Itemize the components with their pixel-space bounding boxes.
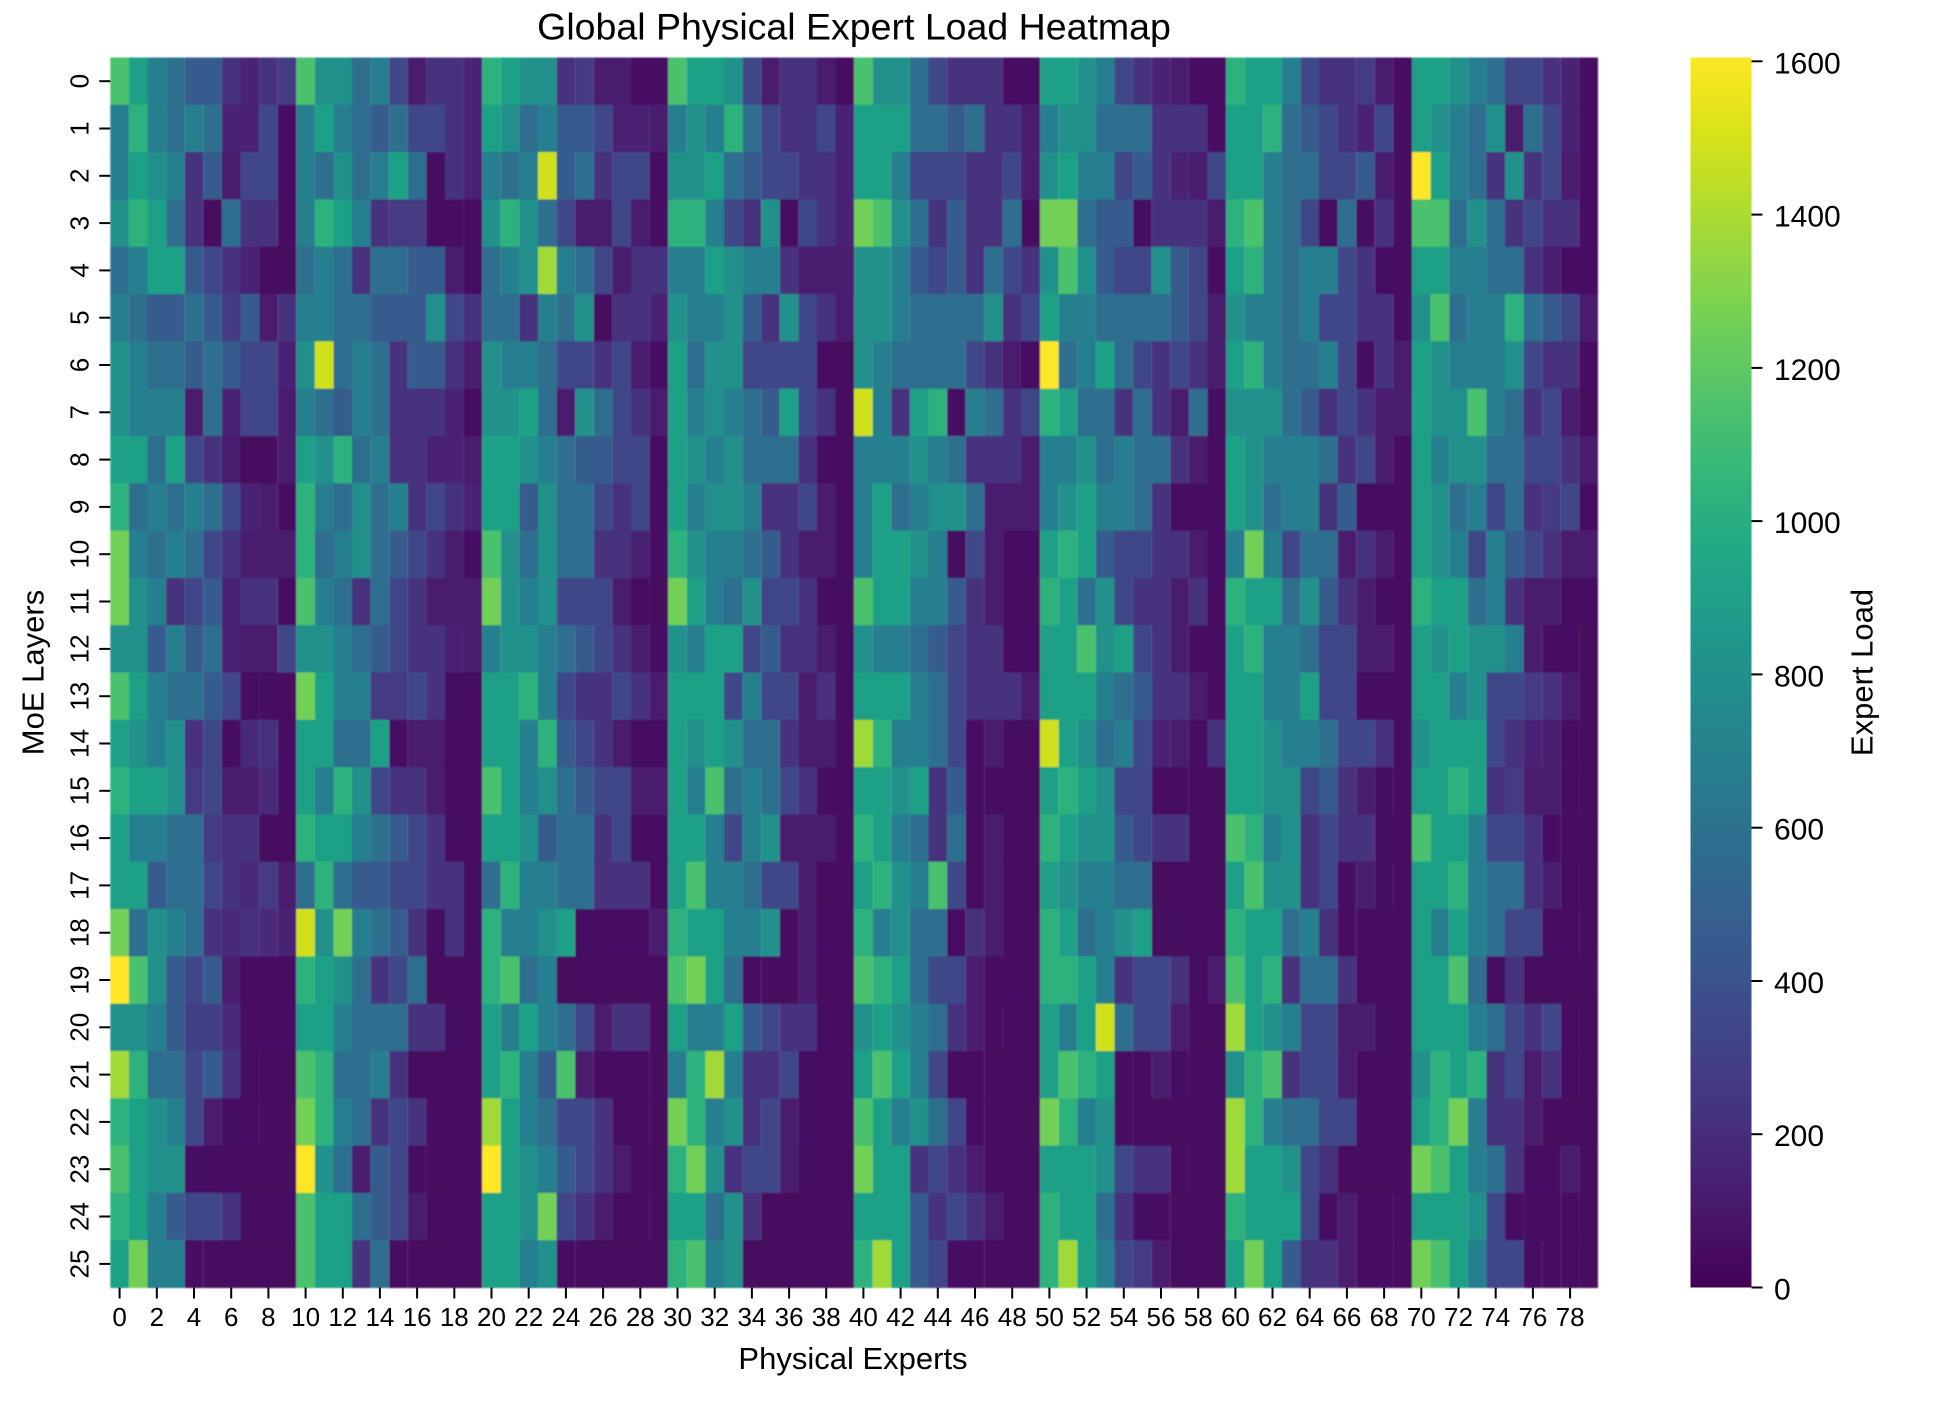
- svg-text:56: 56: [1147, 1302, 1176, 1332]
- svg-text:72: 72: [1444, 1302, 1473, 1332]
- svg-text:Physical Experts: Physical Experts: [738, 1341, 967, 1376]
- svg-text:16: 16: [403, 1302, 432, 1332]
- svg-text:11: 11: [65, 588, 95, 615]
- svg-text:16: 16: [65, 824, 95, 853]
- svg-text:2: 2: [150, 1302, 164, 1332]
- svg-text:12: 12: [65, 634, 95, 663]
- svg-text:62: 62: [1258, 1302, 1287, 1332]
- svg-text:600: 600: [1774, 814, 1824, 847]
- svg-text:10: 10: [291, 1302, 320, 1332]
- svg-text:20: 20: [477, 1302, 506, 1332]
- svg-text:8: 8: [65, 452, 95, 466]
- svg-text:4: 4: [187, 1302, 201, 1332]
- svg-text:17: 17: [65, 871, 95, 900]
- svg-text:0: 0: [1774, 1274, 1791, 1307]
- svg-text:66: 66: [1332, 1302, 1361, 1332]
- svg-text:8: 8: [261, 1302, 275, 1332]
- svg-text:23: 23: [65, 1155, 95, 1184]
- svg-text:70: 70: [1407, 1302, 1436, 1332]
- svg-text:13: 13: [65, 682, 95, 711]
- svg-text:1200: 1200: [1774, 354, 1841, 387]
- svg-text:36: 36: [775, 1302, 804, 1332]
- svg-text:1: 1: [65, 121, 95, 135]
- svg-text:28: 28: [626, 1302, 655, 1332]
- svg-text:60: 60: [1221, 1302, 1250, 1332]
- svg-text:22: 22: [514, 1302, 543, 1332]
- svg-text:34: 34: [737, 1302, 766, 1332]
- svg-text:0: 0: [112, 1302, 126, 1332]
- svg-text:6: 6: [224, 1302, 238, 1332]
- svg-text:6: 6: [65, 358, 95, 372]
- svg-text:78: 78: [1556, 1302, 1585, 1332]
- svg-text:MoE Layers: MoE Layers: [16, 590, 51, 755]
- svg-text:64: 64: [1295, 1302, 1324, 1332]
- svg-text:26: 26: [589, 1302, 618, 1332]
- svg-text:54: 54: [1109, 1302, 1138, 1332]
- svg-text:14: 14: [365, 1302, 394, 1332]
- svg-text:800: 800: [1774, 660, 1824, 693]
- svg-text:74: 74: [1481, 1302, 1510, 1332]
- svg-text:200: 200: [1774, 1120, 1824, 1153]
- svg-text:30: 30: [663, 1302, 692, 1332]
- svg-text:4: 4: [65, 263, 95, 277]
- svg-text:42: 42: [886, 1302, 915, 1332]
- svg-text:76: 76: [1518, 1302, 1547, 1332]
- svg-text:7: 7: [65, 405, 95, 419]
- svg-text:21: 21: [65, 1060, 95, 1089]
- svg-text:15: 15: [65, 776, 95, 805]
- svg-text:32: 32: [700, 1302, 729, 1332]
- svg-text:48: 48: [998, 1302, 1027, 1332]
- svg-text:10: 10: [65, 540, 95, 569]
- svg-text:14: 14: [65, 729, 95, 758]
- svg-text:1600: 1600: [1774, 47, 1841, 80]
- svg-text:38: 38: [812, 1302, 841, 1332]
- svg-text:25: 25: [65, 1249, 95, 1278]
- svg-text:12: 12: [328, 1302, 357, 1332]
- svg-text:0: 0: [65, 74, 95, 88]
- svg-text:58: 58: [1184, 1302, 1213, 1332]
- svg-text:400: 400: [1774, 967, 1824, 1000]
- svg-text:5: 5: [65, 310, 95, 324]
- svg-text:9: 9: [65, 500, 95, 514]
- svg-text:Expert Load: Expert Load: [1845, 589, 1880, 756]
- svg-text:2: 2: [65, 169, 95, 183]
- svg-text:50: 50: [1035, 1302, 1064, 1332]
- svg-text:44: 44: [923, 1302, 952, 1332]
- svg-text:18: 18: [440, 1302, 469, 1332]
- svg-text:24: 24: [551, 1302, 580, 1332]
- svg-text:19: 19: [65, 966, 95, 995]
- svg-text:68: 68: [1370, 1302, 1399, 1332]
- svg-text:1400: 1400: [1774, 201, 1841, 234]
- svg-text:22: 22: [65, 1107, 95, 1136]
- svg-text:3: 3: [65, 216, 95, 230]
- svg-text:24: 24: [65, 1202, 95, 1231]
- svg-text:40: 40: [849, 1302, 878, 1332]
- svg-text:1000: 1000: [1774, 507, 1841, 540]
- svg-text:20: 20: [65, 1013, 95, 1042]
- svg-text:18: 18: [65, 918, 95, 947]
- svg-text:Global Physical Expert Load He: Global Physical Expert Load Heatmap: [537, 6, 1171, 48]
- svg-text:52: 52: [1072, 1302, 1101, 1332]
- svg-text:46: 46: [961, 1302, 990, 1332]
